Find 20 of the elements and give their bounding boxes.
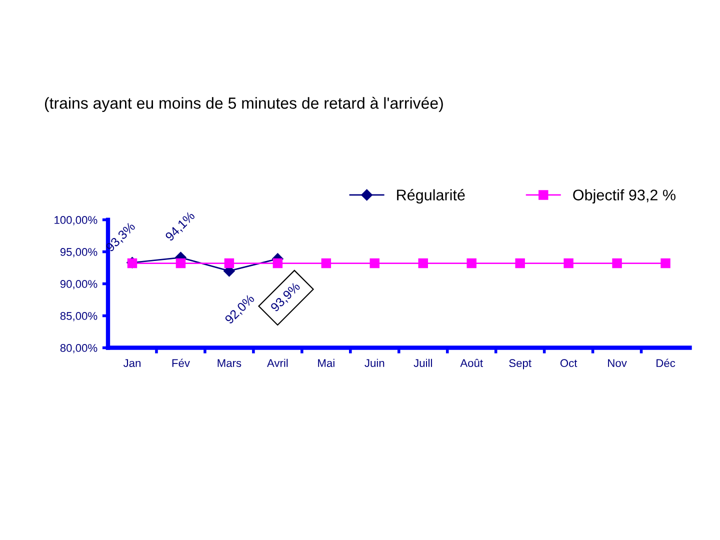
x-tick-label: Juill [414, 358, 432, 368]
y-tick-label: 100,00% [54, 216, 98, 226]
x-tick-label: Fév [172, 358, 190, 368]
x-tick-label: Mai [318, 358, 334, 368]
chart-title: (trains ayant eu moins de 5 minutes de retard à l'arrivée) [44, 96, 443, 112]
x-tick-label: Sept [509, 359, 532, 370]
x-tick-label: Oct [560, 359, 578, 368]
x-tick-label: Avril [267, 358, 288, 367]
x-tick-label: Mars [218, 359, 242, 368]
y-tick-label: 85,00% [60, 312, 98, 322]
y-tick-label: 80,00% [60, 344, 98, 354]
x-tick-label: Déc [656, 358, 676, 368]
x-tick-label: Jan [123, 359, 140, 368]
legend-label: Objectif 93,2 % [573, 189, 676, 204]
y-tick-label: 90,00% [60, 280, 98, 290]
x-tick-label: Juin [364, 358, 384, 368]
legend-label: Régularité [397, 189, 465, 204]
x-tick-label: Nov [608, 359, 627, 368]
x-tick-label: Août [460, 358, 483, 368]
y-tick-label: 95,00% [60, 248, 98, 258]
